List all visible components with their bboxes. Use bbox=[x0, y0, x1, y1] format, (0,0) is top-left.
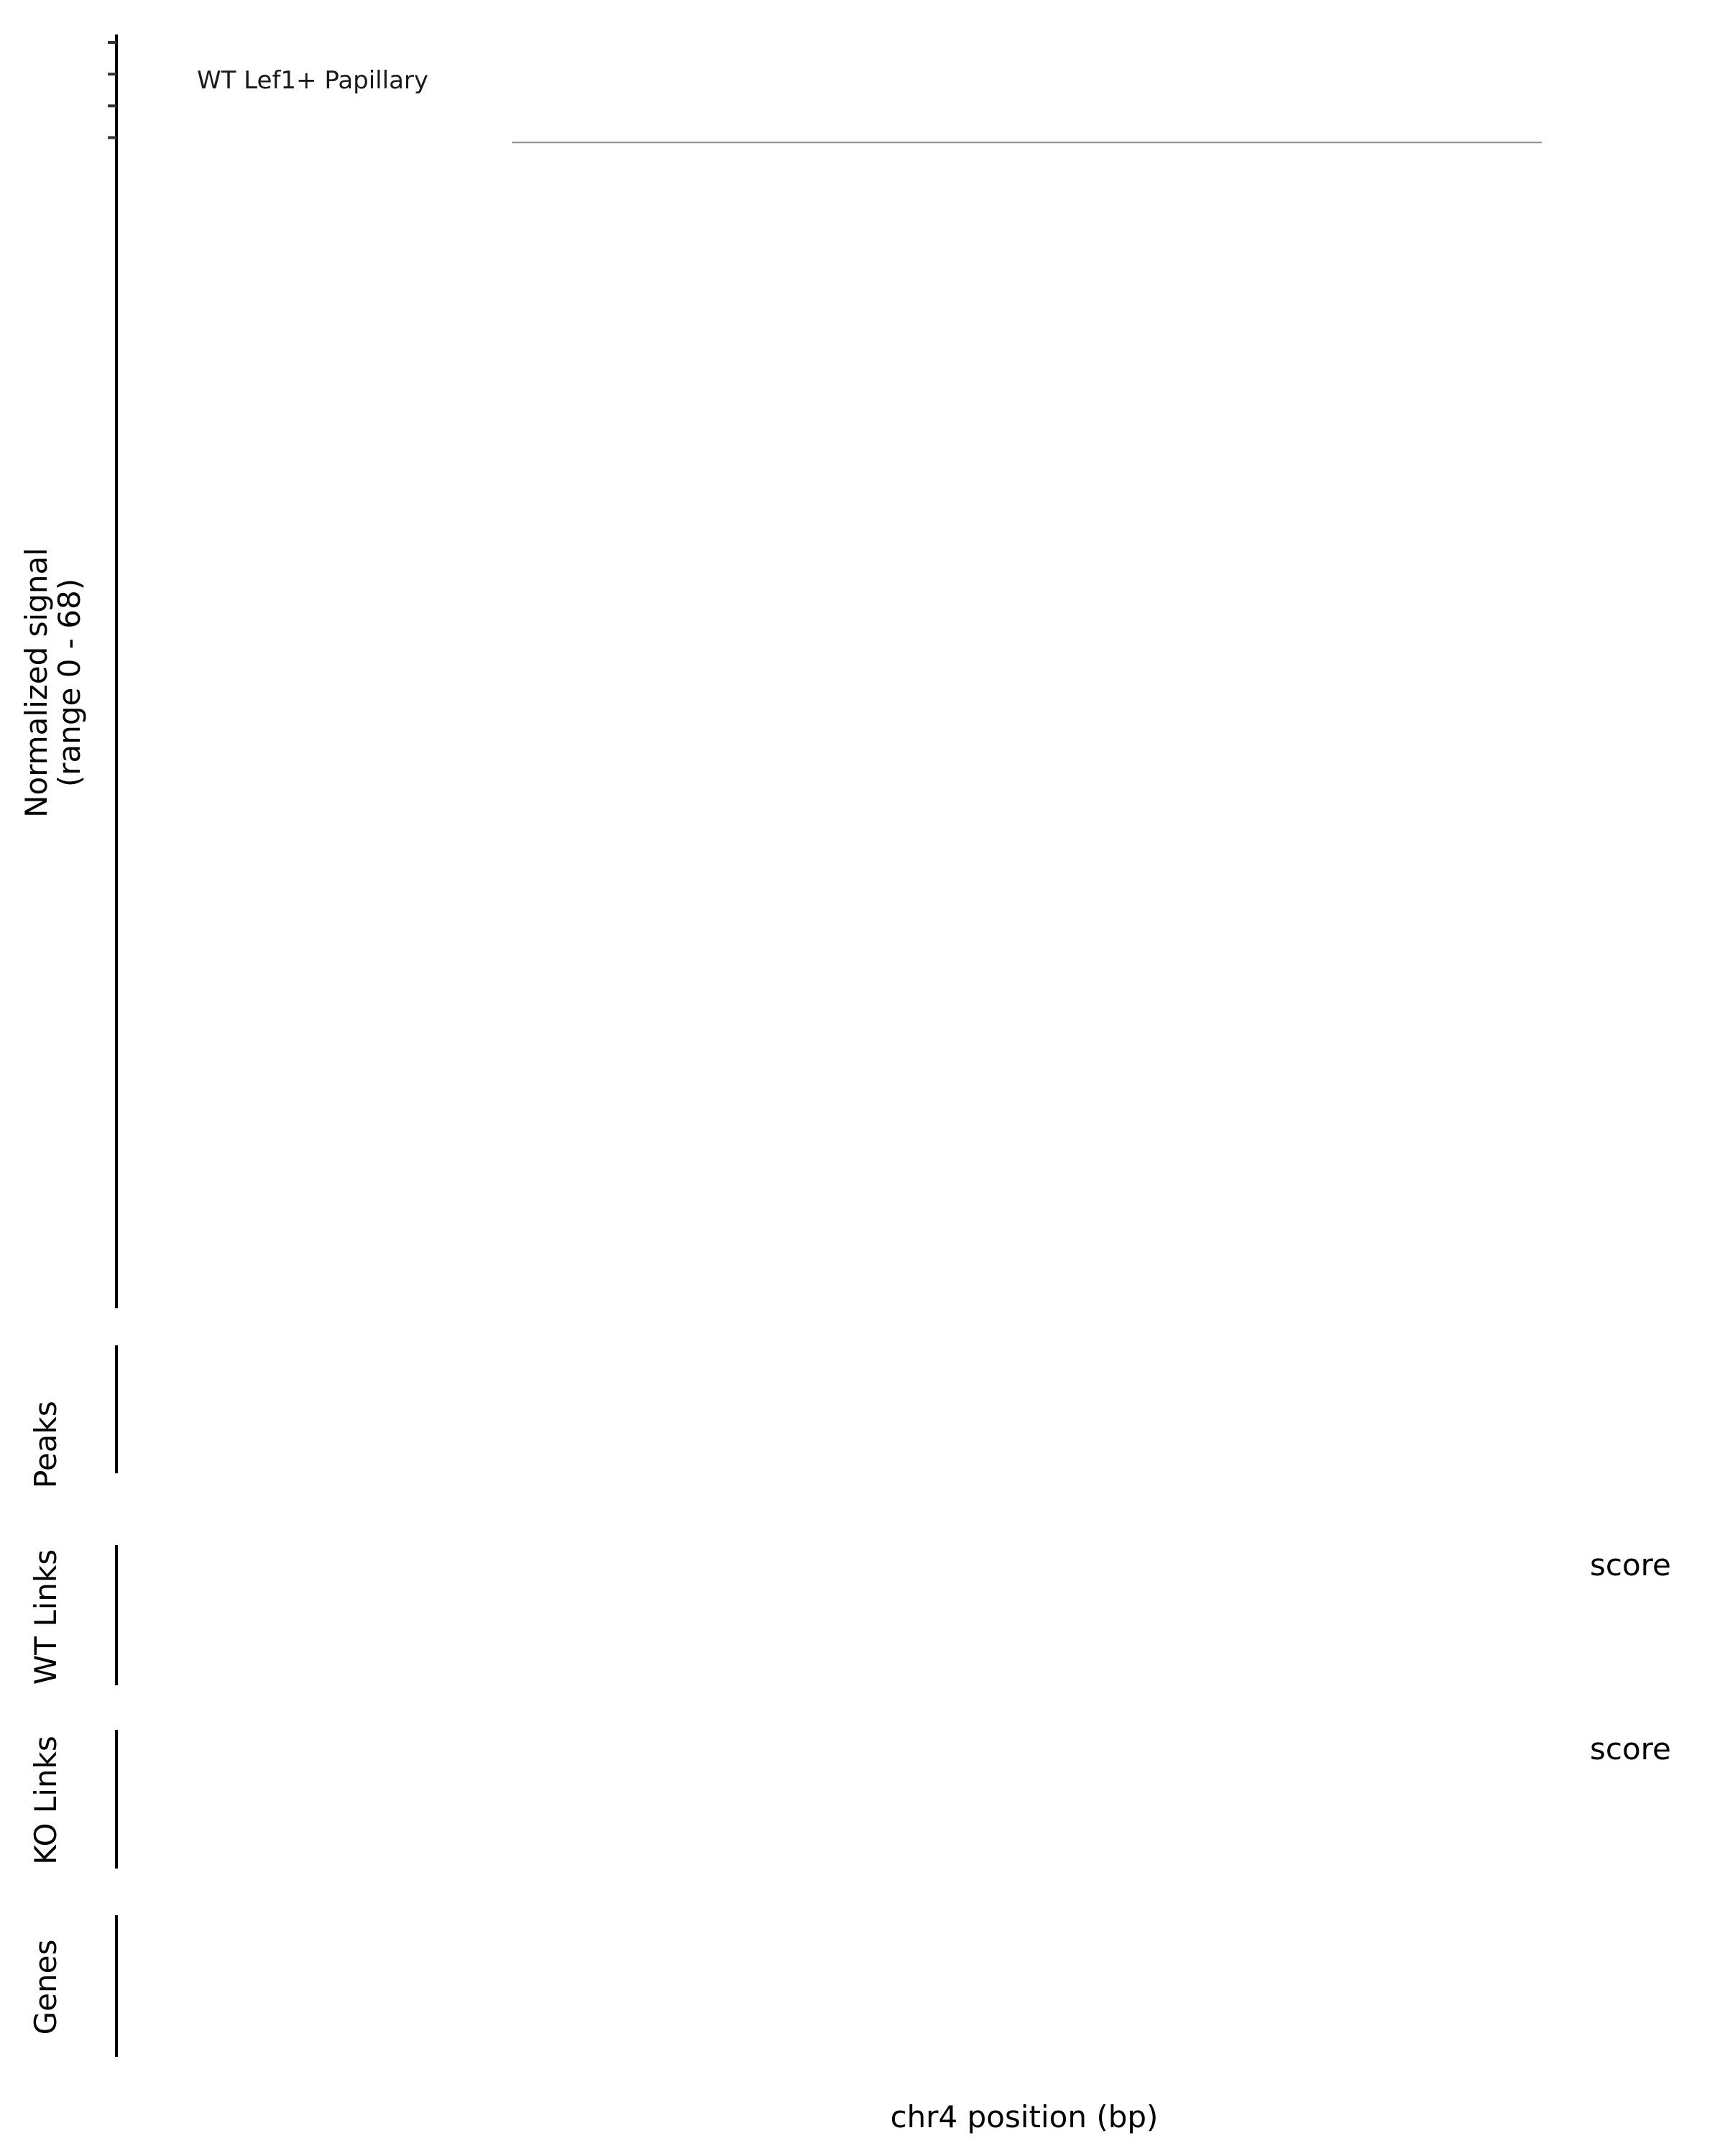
coverage-track-label: WT Lef1+ Papillary bbox=[197, 66, 428, 95]
ko-score-legend: score bbox=[1590, 1731, 1671, 1766]
coverage-ylabel-line2: (range 0 - 68) bbox=[52, 579, 87, 787]
x-axis-title: chr4 position (bp) bbox=[891, 2099, 1159, 2134]
ko-links-label: KO Links bbox=[28, 1736, 63, 1865]
peaks-track-label: Peaks bbox=[28, 1401, 63, 1488]
wt-score-legend: score bbox=[1590, 1547, 1671, 1583]
genes-label: Genes bbox=[28, 1940, 63, 2035]
coverage-track: WT Lef1+ Papillary bbox=[197, 66, 1542, 144]
peaks-label: Peaks bbox=[28, 1401, 63, 1488]
wt-links-label-wrap: WT Links bbox=[28, 1549, 63, 1685]
ko-legend-title: score bbox=[1590, 1731, 1671, 1766]
wt-links-label: WT Links bbox=[28, 1549, 63, 1685]
coverage-ylabel-line1: Normalized signal bbox=[19, 548, 54, 818]
coverage-tracks: WT Lef1+ Papillary bbox=[108, 34, 1542, 1309]
ko-links-label-wrap: KO Links bbox=[28, 1736, 63, 1865]
genes-label-wrap: Genes bbox=[28, 1940, 63, 2035]
coverage-ylabel: Normalized signal (range 0 - 68) bbox=[19, 548, 87, 818]
wt-legend-title: score bbox=[1590, 1547, 1671, 1583]
